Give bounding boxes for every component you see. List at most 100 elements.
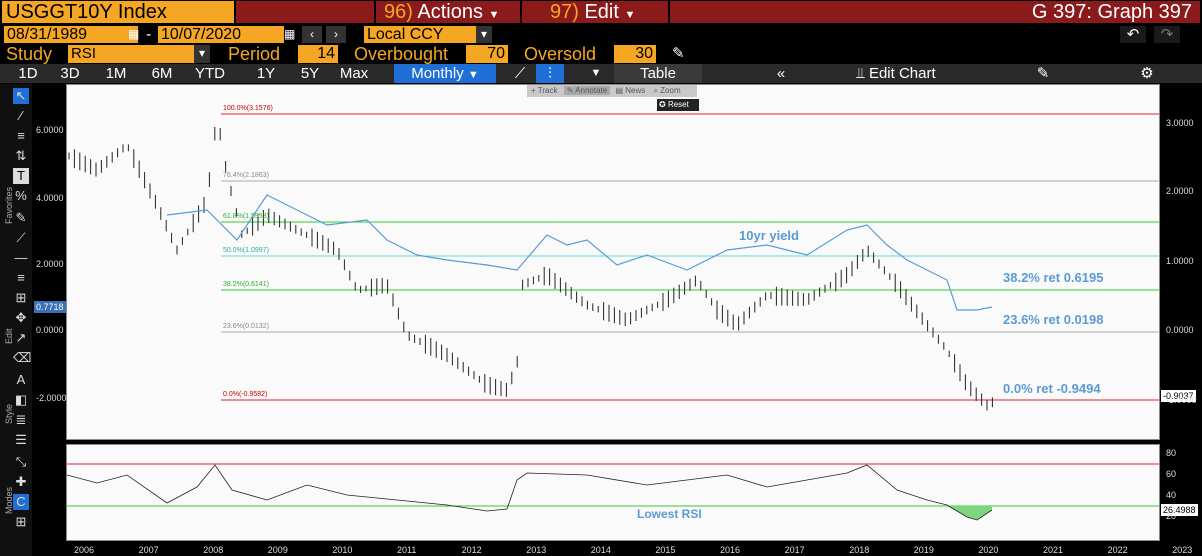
range-button-1m[interactable]: 1M — [105, 65, 127, 82]
left-axis-tick: 6.0000 — [36, 125, 64, 135]
line-weight-icon[interactable]: ☰ — [15, 432, 27, 447]
left-axis-tick: -2.0000 — [36, 393, 67, 403]
news-tool[interactable]: ▤ News — [615, 86, 646, 95]
actions-menu[interactable]: 96) Actions ▼ — [376, 1, 520, 23]
rsi-line — [67, 464, 993, 521]
price-chart[interactable]: 100.0%(3.1576) 76.4%(2.1863) 61.8%(1.595… — [66, 84, 1160, 440]
edit-icon[interactable]: ✎ — [1036, 65, 1050, 82]
edit-menu[interactable]: 97) Edit ▼ — [522, 1, 668, 23]
annotate-tool[interactable]: ✎ Annotate — [563, 86, 611, 95]
caret-down-icon[interactable]: ▾ — [476, 26, 492, 43]
eraser-icon[interactable]: ⌫ — [13, 350, 32, 365]
zoom-icon[interactable]: ✚ — [15, 474, 27, 489]
redo-icon[interactable]: ↷ — [1154, 26, 1180, 43]
x-axis-year: 2018 — [849, 545, 870, 555]
x-axis-year: 2011 — [397, 545, 417, 555]
ruler-icon[interactable]: ⊞ — [15, 290, 27, 305]
move-icon[interactable]: ✥ — [15, 310, 27, 325]
end-date-field[interactable]: 10/07/2020 — [158, 26, 284, 43]
yield-annotation[interactable]: 10yr yield — [739, 228, 799, 243]
ohlc-bars — [68, 126, 993, 411]
x-axis-year: 2006 — [74, 545, 95, 555]
x-axis-year: 2015 — [655, 545, 676, 555]
reset-button[interactable]: ✪ Reset — [657, 99, 699, 111]
fib-tool-icon[interactable]: ≡ — [17, 128, 25, 143]
prev-period-button[interactable]: ‹ — [302, 26, 322, 43]
rsi-panel[interactable]: Lowest RSI — [66, 444, 1160, 541]
range-button-3d[interactable]: 3D — [60, 65, 80, 82]
fib-label-38: 38.2%(0.6141) — [223, 281, 269, 288]
title-spacer — [236, 1, 374, 23]
pencil-icon[interactable]: ✎ — [15, 210, 27, 225]
frequency-select[interactable]: Monthly ▼ — [394, 64, 496, 83]
x-axis-year: 2021 — [1043, 545, 1064, 555]
undo-icon[interactable]: ↶ — [1120, 26, 1146, 43]
fib-expansion-icon[interactable]: ⇅ — [15, 148, 27, 163]
pencil-icon[interactable]: ✎ — [672, 45, 685, 62]
zoom-tool[interactable]: ⌕ Zoom — [653, 86, 681, 95]
oversold-fill — [947, 506, 992, 520]
left-axis-tick: 2.0000 — [36, 259, 64, 269]
caret-down-icon: ▼ — [467, 69, 479, 81]
left-axis-tick: 4.0000 — [36, 193, 64, 203]
ret236-annotation[interactable]: 23.6% ret 0.0198 — [1003, 312, 1104, 327]
text-style-icon[interactable]: A — [16, 372, 26, 387]
range-button-1d[interactable]: 1D — [18, 65, 38, 82]
bar-chart-icon[interactable]: ⫶ — [536, 64, 564, 83]
track-tool[interactable]: + Track — [531, 86, 558, 95]
crosshair-icon[interactable]: ⤡ — [15, 454, 27, 469]
caret-down-icon[interactable]: ▾ — [194, 45, 210, 63]
next-period-button[interactable]: › — [326, 26, 346, 43]
line-style-icon[interactable]: ≣ — [15, 412, 27, 427]
range-button-6m[interactable]: 6M — [151, 65, 173, 82]
grid-icon[interactable]: ⊞ — [15, 514, 27, 529]
currency-select[interactable]: Local CCY — [364, 26, 476, 43]
fib-label-100: 100.0%(3.1576) — [223, 105, 273, 112]
range-button-5y[interactable]: 5Y — [300, 65, 320, 82]
edit-chart-button[interactable]: ⫫ Edit Chart — [836, 64, 956, 83]
rsi-value-tag: 26.4988 — [1161, 504, 1198, 516]
hline-icon[interactable]: ― — [14, 250, 28, 265]
security-title[interactable]: USGGT10Y Index — [2, 1, 234, 23]
frequency-label: Monthly — [411, 65, 464, 82]
last-price-tag: -0.9037 — [1161, 390, 1196, 402]
arrow-icon[interactable]: ↗ — [15, 330, 27, 345]
x-axis-year: 2017 — [784, 545, 805, 555]
study-select[interactable]: RSI — [68, 45, 194, 63]
fill-icon[interactable]: ◧ — [14, 392, 28, 407]
collapse-icon[interactable]: « — [776, 65, 786, 82]
reset-label: Reset — [667, 100, 689, 109]
range-button-ytd[interactable]: YTD — [195, 65, 225, 82]
fib-label-62: 61.8%(1.5953) — [223, 213, 269, 220]
x-axis-year: 2019 — [913, 545, 934, 555]
ret382-annotation[interactable]: 38.2% ret 0.6195 — [1003, 270, 1104, 285]
lowest-rsi-annotation[interactable]: Lowest RSI — [637, 507, 702, 521]
line-tool-icon[interactable]: ∕ — [19, 108, 23, 123]
mode-icon[interactable]: C — [13, 494, 29, 510]
x-axis-year: 2022 — [1107, 545, 1128, 555]
oversold-label: Oversold — [524, 44, 597, 64]
period-input[interactable]: 14 — [298, 45, 338, 63]
right-axis-tick: 2.0000 — [1166, 186, 1194, 196]
percent-icon[interactable]: % — [15, 188, 27, 203]
table-button[interactable]: Table — [614, 64, 702, 83]
range-button-max[interactable]: Max — [339, 65, 369, 82]
chart-tools-panel: + Track ✎ Annotate ▤ News ⌕ Zoom — [527, 85, 697, 97]
right-axis-tick: 0.0000 — [1166, 325, 1194, 335]
cursor-icon[interactable]: ↖ — [13, 88, 29, 104]
calendar-icon[interactable]: ▦ — [128, 27, 140, 41]
text-tool-icon[interactable]: T — [13, 168, 29, 184]
caret-down-icon: ▼ — [624, 9, 636, 21]
gear-icon[interactable]: ⚙ — [1140, 65, 1154, 82]
channel-icon[interactable]: ≡ — [17, 270, 25, 285]
line-chart-icon[interactable]: ⟋ — [514, 65, 526, 82]
ret0-annotation[interactable]: 0.0% ret -0.9494 — [1003, 381, 1101, 396]
oversold-input[interactable]: 30 — [614, 45, 656, 63]
period-label: Period — [228, 44, 281, 64]
overbought-input[interactable]: 70 — [466, 45, 508, 63]
trend-line-icon[interactable]: ⟋ — [16, 230, 26, 245]
calendar-icon[interactable]: ▦ — [284, 27, 296, 41]
start-date-field[interactable]: 08/31/1989 — [4, 26, 138, 43]
range-button-1y[interactable]: 1Y — [256, 65, 276, 82]
caret-down-icon[interactable]: ▼ — [590, 67, 602, 79]
